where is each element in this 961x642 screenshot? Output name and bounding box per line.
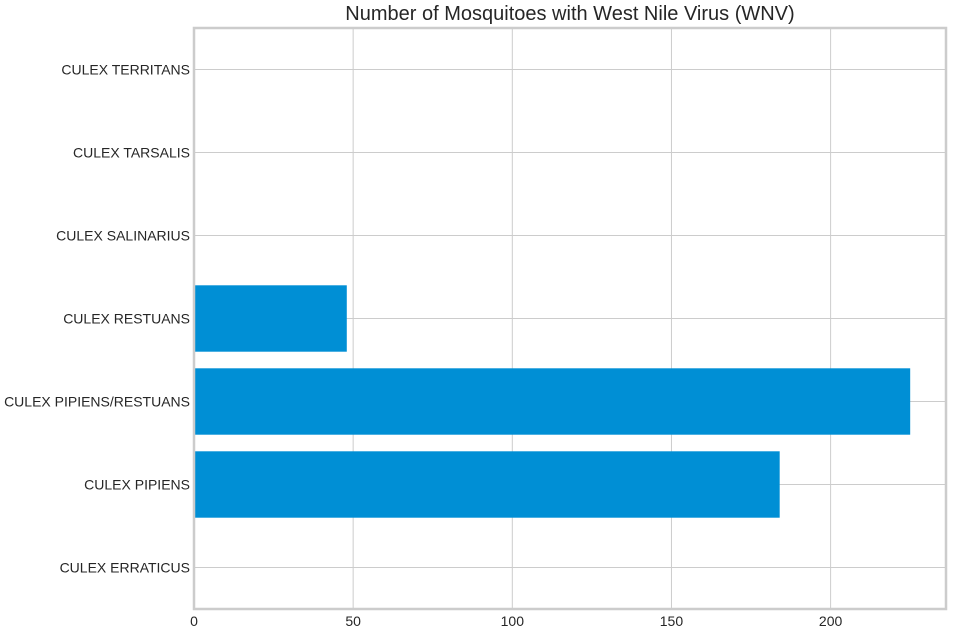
y-tick-label: CULEX RESTUANS [63,311,190,327]
plot-frame [192,26,948,611]
x-tick-label: 100 [501,613,525,629]
bar [194,368,911,435]
y-tick-label: CULEX TERRITANS [61,62,190,78]
bar [194,285,347,352]
chart-title: Number of Mosquitoes with West Nile Viru… [345,3,794,25]
x-tick-label: 200 [819,613,843,629]
x-tick-label: 50 [345,613,361,629]
y-tick-label: CULEX ERRATICUS [60,560,190,576]
bar [194,451,780,518]
bar-layer [194,285,911,518]
y-tick-labels: CULEX ERRATICUS CULEX PIPIENS CULEX PIPIEN… [4,62,190,576]
y-tick-label: CULEX PIPIENS/RESTUANS [4,394,190,410]
x-tick-label: 0 [190,613,198,629]
x-tick-label: 150 [660,613,684,629]
y-tick-label: CULEX PIPIENS [84,477,190,493]
x-tick-labels: 0 50 100 150 200 [190,613,842,629]
y-tick-label: CULEX TARSALIS [73,145,190,161]
y-tick-label: CULEX SALINARIUS [56,228,190,244]
